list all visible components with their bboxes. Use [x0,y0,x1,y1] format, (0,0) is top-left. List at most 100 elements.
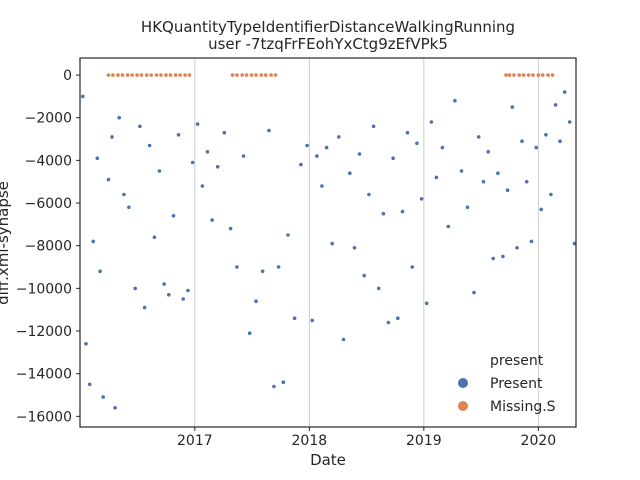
point-missing [504,73,508,77]
point-present [286,233,290,237]
point-missing [521,73,526,77]
point-present [110,135,114,139]
point-present [505,188,510,192]
y-tick-label: −4000 [25,153,72,169]
point-present [348,171,352,175]
point-missing [120,73,125,77]
point-present [544,133,548,137]
point-present [195,122,200,126]
point-missing [244,73,249,77]
point-missing [540,73,545,77]
point-present [501,254,505,259]
y-tick-label: −14000 [16,367,72,383]
point-present [310,318,315,323]
point-present [472,290,476,295]
point-present [101,395,105,399]
point-present [434,175,439,180]
point-present [210,218,214,222]
point-present [315,154,319,158]
grid-lines [194,58,539,427]
point-present [133,286,137,291]
point-present [138,124,142,129]
point-present [405,130,410,135]
point-missing [254,73,258,77]
point-present [453,98,457,103]
point-missing [187,73,192,77]
y-tick-label: −2000 [25,111,72,127]
point-missing [512,73,516,77]
point-present [534,145,538,150]
point-present [396,316,400,321]
point-missing [273,73,278,77]
point-present [376,286,381,291]
point-present [305,143,309,148]
point-present [386,320,391,325]
point-present [424,301,429,306]
x-tick-label: 2019 [406,433,442,449]
point-present [157,169,162,173]
point-present [254,299,258,304]
point-present [371,124,376,129]
point-missing [269,73,273,77]
point-present [486,150,491,154]
point-present [558,139,562,143]
point-present [241,154,246,158]
point-present [529,239,534,244]
data-points [81,73,577,410]
point-present [549,192,553,197]
x-tick-label: 2017 [177,433,213,449]
point-present [391,156,395,160]
point-present [520,139,524,143]
point-missing [135,73,139,77]
point-present [200,184,205,188]
point-missing [546,73,550,77]
y-tick-label: −8000 [25,239,72,255]
point-present [446,224,451,229]
point-present [299,162,303,167]
point-present [205,150,210,154]
point-missing [106,73,111,77]
y-tick-label: −16000 [16,409,72,425]
point-present [367,192,371,197]
point-missing [139,73,144,77]
point-missing [159,73,163,77]
point-present [567,120,572,124]
point-present [91,239,95,244]
point-present [562,90,567,94]
point-missing [526,73,531,77]
point-missing [173,73,178,77]
y-axis-ticks: 0 −2000 −4000 −6000 −8000 −10000 −12000 −14000 −… [16,68,80,425]
point-present [272,384,276,389]
point-missing [164,73,168,77]
point-missing [507,73,512,77]
x-tick-label: 2018 [292,433,328,449]
point-present [81,94,85,99]
y-axis-label: diff.xml-synapse [0,181,12,305]
point-present [117,115,121,120]
point-present [260,269,265,274]
point-present [127,205,131,210]
point-present [176,133,181,137]
point-present [292,316,297,321]
point-present [84,342,88,346]
point-present [247,331,252,336]
chart-subtitle: user -7tzqFrFEohYxCtg9zEfVPk5 [208,35,448,53]
legend-label-missing: Missing.S [490,399,556,415]
point-present [459,169,464,173]
point-present [181,297,185,301]
point-present [113,406,117,410]
point-present [465,205,470,210]
point-present [267,128,271,133]
point-present [222,130,227,135]
point-missing [125,73,130,77]
y-tick-label: −6000 [25,196,72,212]
point-present [410,265,415,269]
point-missing [183,73,187,77]
point-present [106,177,111,182]
point-missing [249,73,254,77]
y-tick-label: −10000 [16,281,72,297]
point-missing [111,73,115,77]
point-present [539,207,543,212]
point-present [429,120,434,124]
